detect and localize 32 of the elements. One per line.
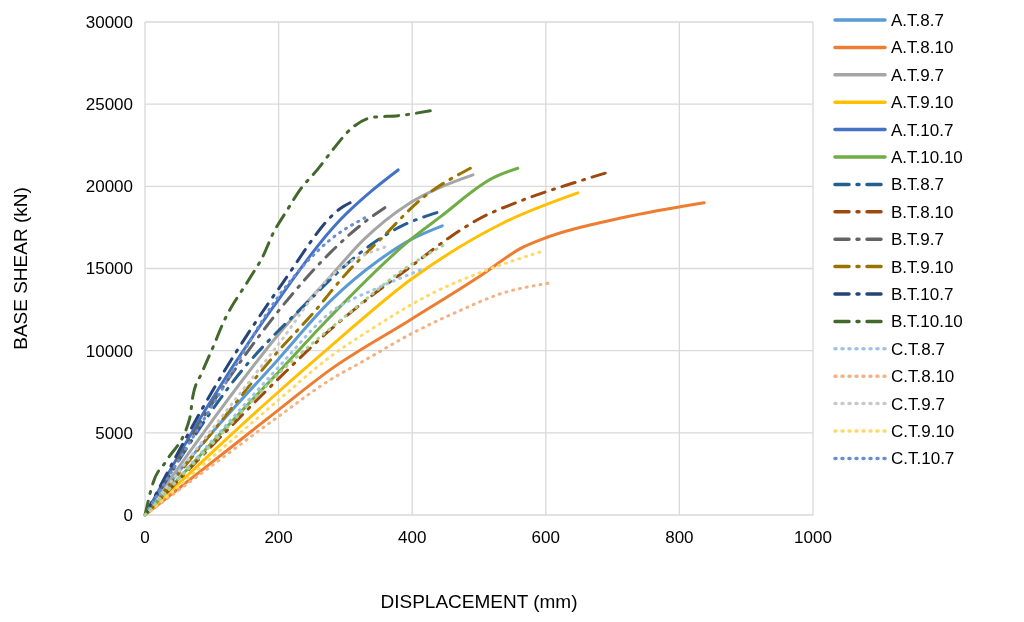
y-axis-title: BASE SHEAR (kN) (10, 187, 31, 350)
legend-label: C.T.9.10 (891, 421, 955, 441)
y-tick-label: 30000 (85, 12, 133, 32)
legend-label: A.T.10.7 (891, 120, 954, 140)
y-tick-label: 0 (123, 505, 133, 525)
y-tick-label: 20000 (85, 177, 133, 197)
legend-label: C.T.9.7 (891, 394, 945, 414)
x-axis-title: DISPLACEMENT (mm) (380, 591, 578, 612)
y-tick-label: 10000 (85, 341, 133, 361)
legend-label: B.T.10.7 (891, 284, 954, 304)
legend-label: A.T.9.7 (891, 65, 944, 85)
y-tick-label: 25000 (85, 95, 133, 115)
legend-label: C.T.8.7 (891, 339, 945, 359)
legend-label: A.T.8.7 (891, 10, 944, 30)
x-tick-label: 200 (264, 528, 293, 547)
legend-label: B.T.10.10 (891, 312, 963, 332)
legend-label: A.T.8.10 (891, 38, 954, 58)
y-tick-label: 15000 (85, 259, 133, 279)
x-tick-label: 1000 (794, 528, 832, 547)
x-tick-label: 400 (398, 528, 427, 547)
y-tick-label: 5000 (95, 423, 133, 443)
legend-label: A.T.9.10 (891, 93, 954, 113)
legend-label: B.T.8.7 (891, 175, 944, 195)
legend-label: B.T.9.10 (891, 257, 954, 277)
legend-label: B.T.9.7 (891, 230, 944, 250)
legend-label: C.T.8.10 (891, 367, 955, 387)
legend-label: A.T.10.10 (891, 147, 963, 167)
x-tick-label: 0 (140, 528, 150, 547)
x-tick-label: 600 (531, 528, 560, 547)
legend-label: C.T.10.7 (891, 449, 955, 469)
legend-label: B.T.8.10 (891, 202, 954, 222)
x-tick-label: 800 (665, 528, 694, 547)
